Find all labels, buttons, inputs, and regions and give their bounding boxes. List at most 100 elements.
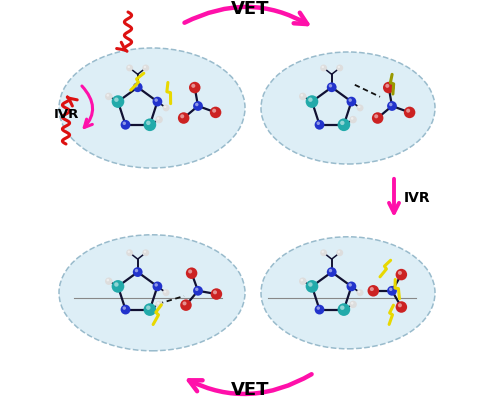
Circle shape (120, 120, 130, 130)
Circle shape (146, 121, 150, 125)
Circle shape (338, 303, 350, 316)
Circle shape (105, 93, 112, 100)
Circle shape (122, 306, 126, 310)
Circle shape (157, 302, 160, 304)
Text: VET: VET (231, 381, 269, 399)
Ellipse shape (261, 237, 435, 349)
Circle shape (152, 97, 162, 106)
Circle shape (144, 303, 156, 316)
Circle shape (316, 122, 320, 125)
Circle shape (180, 299, 192, 311)
Text: IVR: IVR (54, 108, 80, 120)
Circle shape (370, 287, 374, 291)
Circle shape (142, 64, 149, 72)
Circle shape (144, 66, 146, 68)
Circle shape (133, 267, 142, 277)
Circle shape (152, 282, 162, 291)
Circle shape (122, 122, 126, 125)
Circle shape (358, 290, 360, 293)
Circle shape (193, 286, 203, 296)
Circle shape (350, 116, 357, 123)
Circle shape (340, 121, 344, 125)
Circle shape (195, 103, 198, 106)
Circle shape (358, 106, 360, 108)
Circle shape (406, 109, 410, 113)
Circle shape (146, 306, 150, 310)
Circle shape (154, 98, 158, 102)
Circle shape (164, 290, 166, 293)
Circle shape (106, 279, 109, 281)
Circle shape (193, 101, 203, 111)
Circle shape (300, 94, 303, 96)
Circle shape (162, 104, 170, 111)
Circle shape (404, 107, 415, 118)
Circle shape (389, 288, 392, 291)
Circle shape (112, 95, 124, 108)
Circle shape (212, 109, 216, 113)
Circle shape (356, 289, 364, 296)
Circle shape (338, 118, 350, 131)
Circle shape (114, 282, 118, 287)
FancyArrowPatch shape (82, 86, 92, 128)
Circle shape (396, 301, 407, 313)
Circle shape (336, 64, 343, 72)
Circle shape (336, 249, 343, 256)
Circle shape (398, 303, 402, 307)
FancyArrowPatch shape (184, 7, 308, 24)
Circle shape (308, 98, 312, 102)
Circle shape (300, 279, 303, 281)
Circle shape (329, 269, 332, 272)
Circle shape (210, 288, 222, 300)
Circle shape (320, 64, 327, 72)
Circle shape (386, 84, 390, 88)
Circle shape (322, 66, 324, 68)
Circle shape (162, 289, 170, 296)
Circle shape (389, 103, 392, 106)
Circle shape (346, 97, 356, 106)
Circle shape (387, 286, 397, 296)
Circle shape (350, 301, 357, 308)
Ellipse shape (59, 48, 245, 168)
Circle shape (387, 101, 397, 111)
Circle shape (327, 267, 336, 277)
Circle shape (351, 117, 354, 120)
Circle shape (105, 278, 112, 285)
Circle shape (144, 250, 146, 253)
Circle shape (106, 94, 109, 96)
Circle shape (120, 305, 130, 314)
Circle shape (329, 84, 332, 88)
Circle shape (316, 306, 320, 310)
Circle shape (299, 278, 306, 285)
Text: IVR: IVR (404, 191, 430, 205)
Circle shape (327, 82, 336, 92)
Circle shape (306, 280, 318, 293)
Circle shape (164, 106, 166, 108)
Circle shape (180, 114, 184, 118)
Circle shape (126, 249, 133, 256)
Circle shape (128, 66, 130, 68)
Circle shape (346, 282, 356, 291)
Circle shape (314, 305, 324, 314)
Circle shape (383, 82, 394, 93)
Circle shape (182, 301, 186, 306)
Circle shape (128, 250, 130, 253)
Circle shape (348, 283, 352, 287)
FancyArrowPatch shape (189, 374, 312, 394)
Circle shape (195, 288, 198, 291)
Circle shape (213, 290, 217, 294)
Circle shape (396, 269, 407, 280)
Ellipse shape (59, 235, 245, 351)
Circle shape (156, 116, 163, 123)
Circle shape (340, 306, 344, 310)
Circle shape (322, 250, 324, 253)
Circle shape (351, 302, 354, 304)
Circle shape (135, 269, 138, 272)
Circle shape (308, 282, 312, 287)
Circle shape (210, 107, 222, 118)
Circle shape (320, 249, 327, 256)
Circle shape (114, 98, 118, 102)
Circle shape (188, 270, 192, 274)
Circle shape (186, 268, 198, 279)
Text: VET: VET (231, 0, 269, 18)
Circle shape (338, 250, 340, 253)
